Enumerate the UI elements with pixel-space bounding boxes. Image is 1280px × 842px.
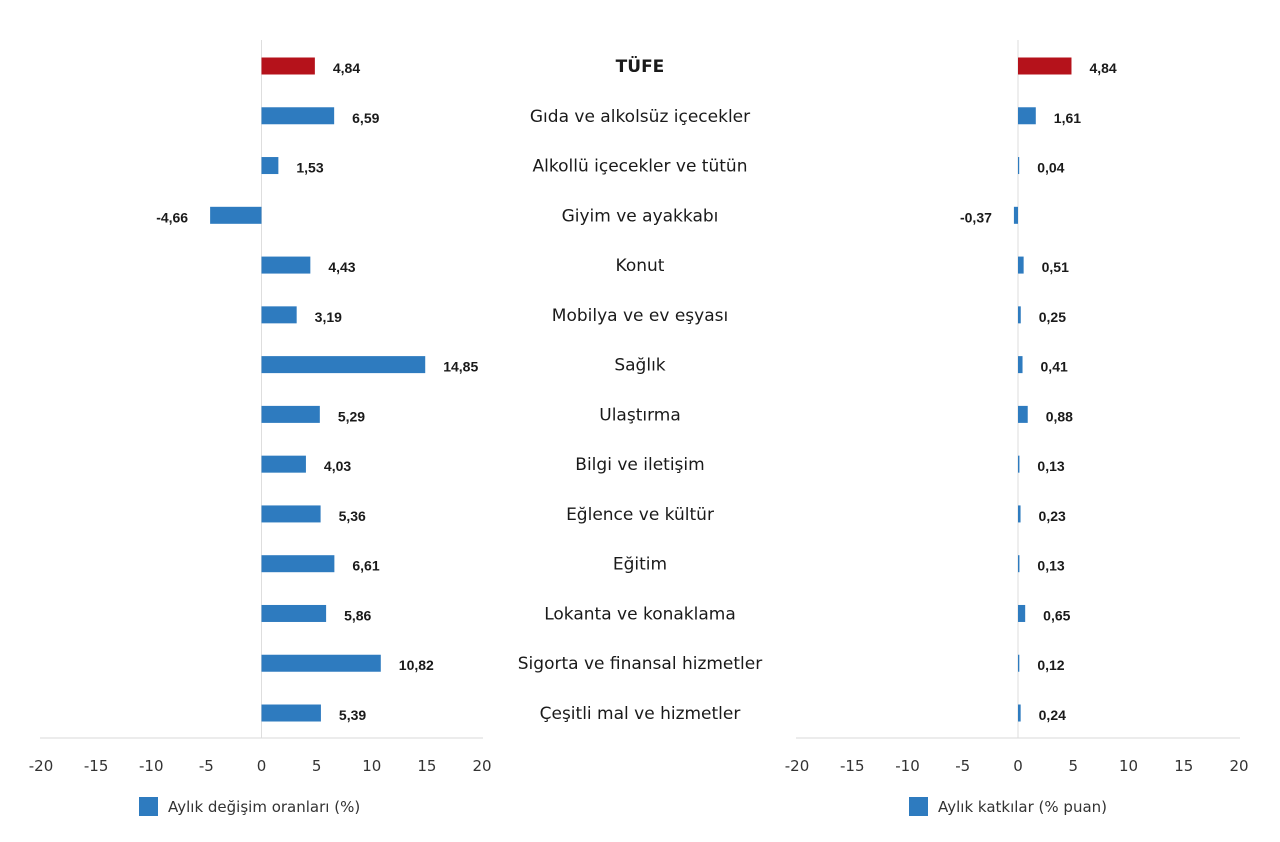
left-x-tick-label: 15 [417, 757, 436, 775]
left-bar [210, 206, 262, 224]
category-label: Konut [616, 256, 665, 276]
right-bar [1018, 405, 1028, 423]
left-bar [261, 107, 335, 125]
right-x-tick-label: -10 [895, 757, 920, 775]
right-data-label: 0,41 [1041, 359, 1068, 375]
right-x-tick-label: 5 [1068, 757, 1078, 775]
right-x-tick-label: -20 [785, 757, 810, 775]
left-data-label: 6,59 [352, 110, 379, 126]
category-label: Eğlence ve kültür [566, 505, 714, 525]
left-data-label: 4,03 [324, 458, 351, 474]
right-bar [1018, 704, 1021, 722]
right-data-label: 0,88 [1046, 408, 1073, 424]
right-data-label: 0,04 [1037, 160, 1064, 176]
left-x-tick-label: -20 [29, 757, 54, 775]
left-data-label: 5,29 [338, 408, 365, 424]
right-x-tick-label: -15 [840, 757, 865, 775]
left-data-label: 4,84 [333, 60, 360, 76]
right-data-label: 0,51 [1042, 259, 1069, 275]
category-label: Çeşitli mal ve hizmetler [540, 704, 741, 724]
left-x-tick-label: 20 [472, 757, 491, 775]
left-bar [261, 57, 315, 75]
right-bar [1018, 107, 1036, 125]
left-legend-swatch [139, 797, 158, 816]
left-bar [261, 256, 311, 274]
left-data-label: 10,82 [399, 657, 434, 673]
right-data-label: 0,12 [1037, 657, 1064, 673]
left-bar [261, 157, 279, 175]
left-legend-label: Aylık değişim oranları (%) [168, 798, 360, 816]
right-bar [1018, 604, 1026, 622]
right-bar [1018, 57, 1072, 75]
right-bar [1013, 206, 1018, 224]
right-bar [1018, 157, 1020, 175]
left-data-label: 5,39 [339, 707, 366, 723]
right-x-tick-label: 15 [1174, 757, 1193, 775]
left-bar [261, 555, 335, 573]
left-x-tick-label: -10 [139, 757, 164, 775]
left-x-tick-label: -5 [199, 757, 214, 775]
category-label: Mobilya ve ev eşyası [552, 306, 728, 326]
right-bar [1018, 356, 1023, 374]
category-label: Bilgi ve iletişim [575, 455, 704, 475]
left-bar [261, 604, 327, 622]
category-label: TÜFE [616, 55, 665, 77]
left-data-label: 5,36 [339, 508, 366, 524]
right-data-label: 0,25 [1039, 309, 1066, 325]
right-bar [1018, 505, 1021, 523]
left-bar [261, 505, 321, 523]
right-bar [1018, 555, 1020, 573]
category-label: Gıda ve alkolsüz içecekler [530, 107, 750, 127]
left-data-label: 3,19 [315, 309, 342, 325]
left-data-label: 1,53 [296, 160, 323, 176]
right-legend-label: Aylık katkılar (% puan) [938, 798, 1107, 816]
left-bar [261, 455, 306, 473]
right-x-tick-label: 10 [1119, 757, 1138, 775]
left-x-tick-label: 0 [257, 757, 267, 775]
category-label: Giyim ve ayakkabı [562, 206, 719, 226]
right-bar [1018, 256, 1024, 274]
category-label: Sigorta ve finansal hizmetler [518, 654, 762, 674]
right-data-label: 0,13 [1037, 458, 1064, 474]
right-data-label: 4,84 [1089, 60, 1116, 76]
left-data-label: 4,43 [328, 259, 355, 275]
left-x-tick-label: 5 [312, 757, 322, 775]
left-bar [261, 654, 381, 672]
left-bar [261, 356, 426, 374]
category-label: Sağlık [614, 356, 665, 376]
category-label: Eğitim [613, 555, 667, 575]
right-data-label: 0,23 [1039, 508, 1066, 524]
right-bar [1018, 654, 1020, 672]
right-data-label: 1,61 [1054, 110, 1081, 126]
left-data-label: 5,86 [344, 607, 371, 623]
right-data-label: 0,65 [1043, 607, 1070, 623]
right-legend-swatch [909, 797, 928, 816]
right-x-tick-label: 0 [1013, 757, 1023, 775]
left-x-tick-label: -15 [84, 757, 109, 775]
left-x-tick-label: 10 [362, 757, 381, 775]
right-data-label: -0,37 [960, 209, 992, 225]
right-x-tick-label: 20 [1229, 757, 1248, 775]
left-data-label: 14,85 [443, 359, 478, 375]
category-label: Ulaştırma [599, 405, 681, 425]
category-label: Lokanta ve konaklama [544, 604, 736, 624]
right-bar [1018, 306, 1021, 324]
left-data-label: -4,66 [156, 209, 188, 225]
left-bar [261, 306, 297, 324]
category-label: Alkollü içecekler ve tütün [533, 157, 748, 177]
right-x-tick-label: -5 [955, 757, 970, 775]
right-data-label: 0,24 [1039, 707, 1066, 723]
right-data-label: 0,13 [1037, 558, 1064, 574]
left-data-label: 6,61 [352, 558, 379, 574]
left-bar [261, 405, 320, 423]
right-bar [1018, 455, 1020, 473]
left-bar [261, 704, 321, 722]
